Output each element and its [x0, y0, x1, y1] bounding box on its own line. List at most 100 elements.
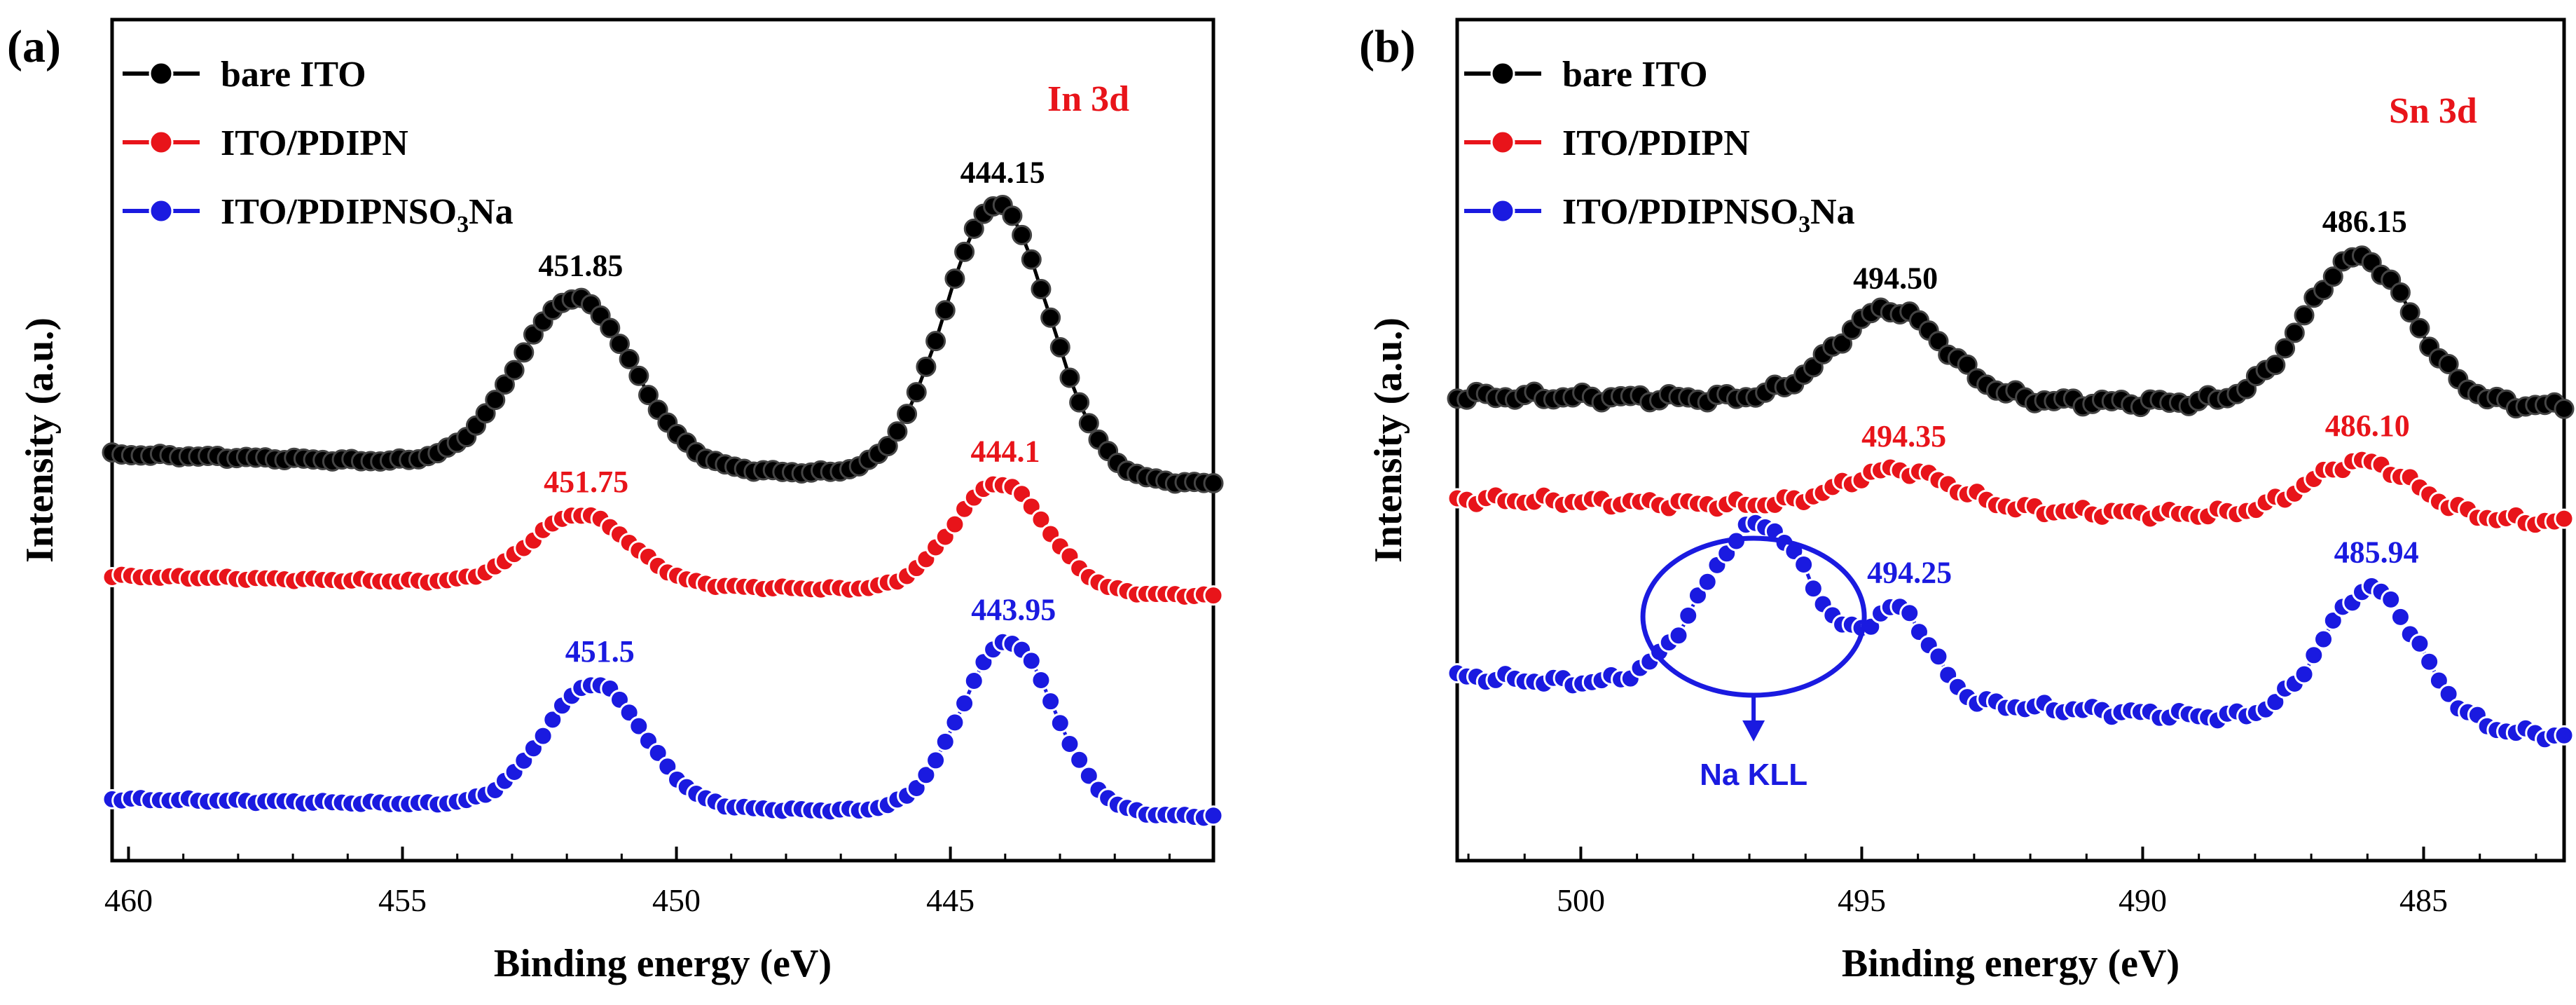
data-point — [1078, 765, 1099, 786]
data-point — [1002, 205, 1023, 226]
legend-label: ITO/PDIPNSO3Na — [1562, 192, 1855, 238]
peak-label: 494.50 — [1853, 261, 1938, 296]
series-line — [111, 203, 1214, 486]
plot-frame — [1455, 18, 2566, 863]
data-point — [2313, 629, 2334, 650]
data-point — [1203, 805, 1224, 826]
data-point — [897, 404, 918, 425]
data-point — [2554, 508, 2575, 529]
data-point — [2322, 266, 2343, 287]
data-point — [1040, 691, 1061, 712]
data-point — [2428, 670, 2449, 691]
plot-frame — [110, 18, 1215, 863]
data-point — [1899, 603, 1920, 624]
data-point — [1031, 278, 1052, 299]
legend-label: ITO/PDIPN — [221, 123, 408, 163]
data-point — [1203, 585, 1224, 606]
data-point — [944, 514, 965, 535]
data-point — [2390, 282, 2411, 303]
data-point — [1668, 625, 1689, 646]
panel-a-in3d: 460 455 450 445 Binding energy (eV) Intensity… — [7, 18, 1224, 985]
legend-label: bare ITO — [221, 55, 366, 95]
data-point — [1697, 571, 1718, 592]
y-axis-title: Intensity (a.u.) — [1367, 317, 1410, 563]
data-point — [1031, 509, 1052, 530]
data-point — [2322, 610, 2343, 631]
x-axis-title: Binding energy (eV) — [1842, 942, 2179, 985]
legend-label: ITO/PDIPN — [1562, 123, 1750, 163]
legend: bare ITO ITO/PDIPN ITO/PDIPNSO3Na — [1464, 55, 1855, 238]
data-point — [2294, 305, 2315, 326]
na-kll-annotation: Na KLL — [1640, 535, 1867, 792]
peak-label: 444.15 — [960, 156, 1045, 190]
data-point — [2409, 633, 2430, 654]
data-point — [628, 365, 649, 386]
x-tick-label: 490 — [2119, 882, 2167, 918]
series-3 — [102, 631, 1224, 828]
data-point — [1832, 333, 1853, 354]
data-point — [935, 731, 956, 752]
data-point — [1021, 650, 1042, 671]
data-point — [628, 716, 649, 737]
data-point — [2419, 651, 2440, 672]
legend-marker — [1490, 61, 1515, 86]
data-point — [916, 356, 937, 377]
legend-label: ITO/PDIPNSO3Na — [221, 192, 514, 238]
legend: bare ITO ITO/PDIPN ITO/PDIPNSO3Na — [123, 55, 514, 238]
data-point — [2438, 683, 2459, 704]
data-point — [1040, 307, 1061, 328]
data-point — [600, 317, 621, 339]
x-tick-label: 455 — [378, 882, 427, 918]
data-point — [1803, 578, 1824, 599]
data-point — [475, 403, 496, 424]
data-point — [1069, 392, 1090, 413]
data-point — [504, 360, 525, 381]
legend-marker — [149, 198, 174, 224]
legend-marker — [149, 130, 174, 155]
data-point — [963, 671, 984, 692]
data-point — [2275, 338, 2296, 359]
data-point — [944, 712, 965, 733]
data-point — [514, 342, 535, 363]
data-point — [2294, 664, 2315, 685]
series-2 — [102, 474, 1224, 607]
data-point — [1012, 224, 1033, 245]
data-point — [2399, 302, 2420, 323]
x-tick-label: 445 — [926, 882, 974, 918]
y-axis-title: Intensity (a.u.) — [18, 317, 62, 563]
series-3 — [1447, 512, 2575, 750]
peak-label: 485.94 — [2334, 535, 2419, 569]
data-point — [2438, 354, 2459, 375]
data-point — [1059, 367, 1080, 388]
data-point — [1687, 585, 1708, 606]
data-point — [619, 348, 640, 369]
data-point — [2265, 355, 2286, 376]
series-1 — [102, 194, 1224, 494]
peak-label: 451.75 — [544, 465, 628, 499]
data-point — [1031, 670, 1052, 691]
x-tick-label: 460 — [104, 882, 153, 918]
peak-label: 494.35 — [1861, 419, 1946, 453]
data-point — [494, 374, 515, 395]
data-point — [532, 725, 553, 746]
peak-label: 451.5 — [565, 634, 635, 669]
data-point — [877, 436, 898, 457]
data-point — [1678, 605, 1699, 626]
data-point — [2303, 645, 2324, 666]
x-tick-label: 485 — [2399, 882, 2448, 918]
arrow-head — [1742, 720, 1765, 741]
legend-marker — [1490, 198, 1515, 224]
data-point — [1203, 472, 1224, 493]
data-point — [2554, 725, 2575, 746]
data-point — [638, 385, 659, 406]
data-point — [2554, 398, 2575, 419]
data-point — [963, 218, 984, 239]
data-point — [485, 390, 506, 411]
data-point — [1049, 336, 1070, 357]
data-point — [647, 742, 668, 763]
data-point — [1021, 249, 1042, 270]
data-point — [2265, 692, 2286, 713]
data-point — [2409, 317, 2430, 339]
data-point — [1059, 733, 1080, 754]
data-point — [1049, 713, 1070, 734]
